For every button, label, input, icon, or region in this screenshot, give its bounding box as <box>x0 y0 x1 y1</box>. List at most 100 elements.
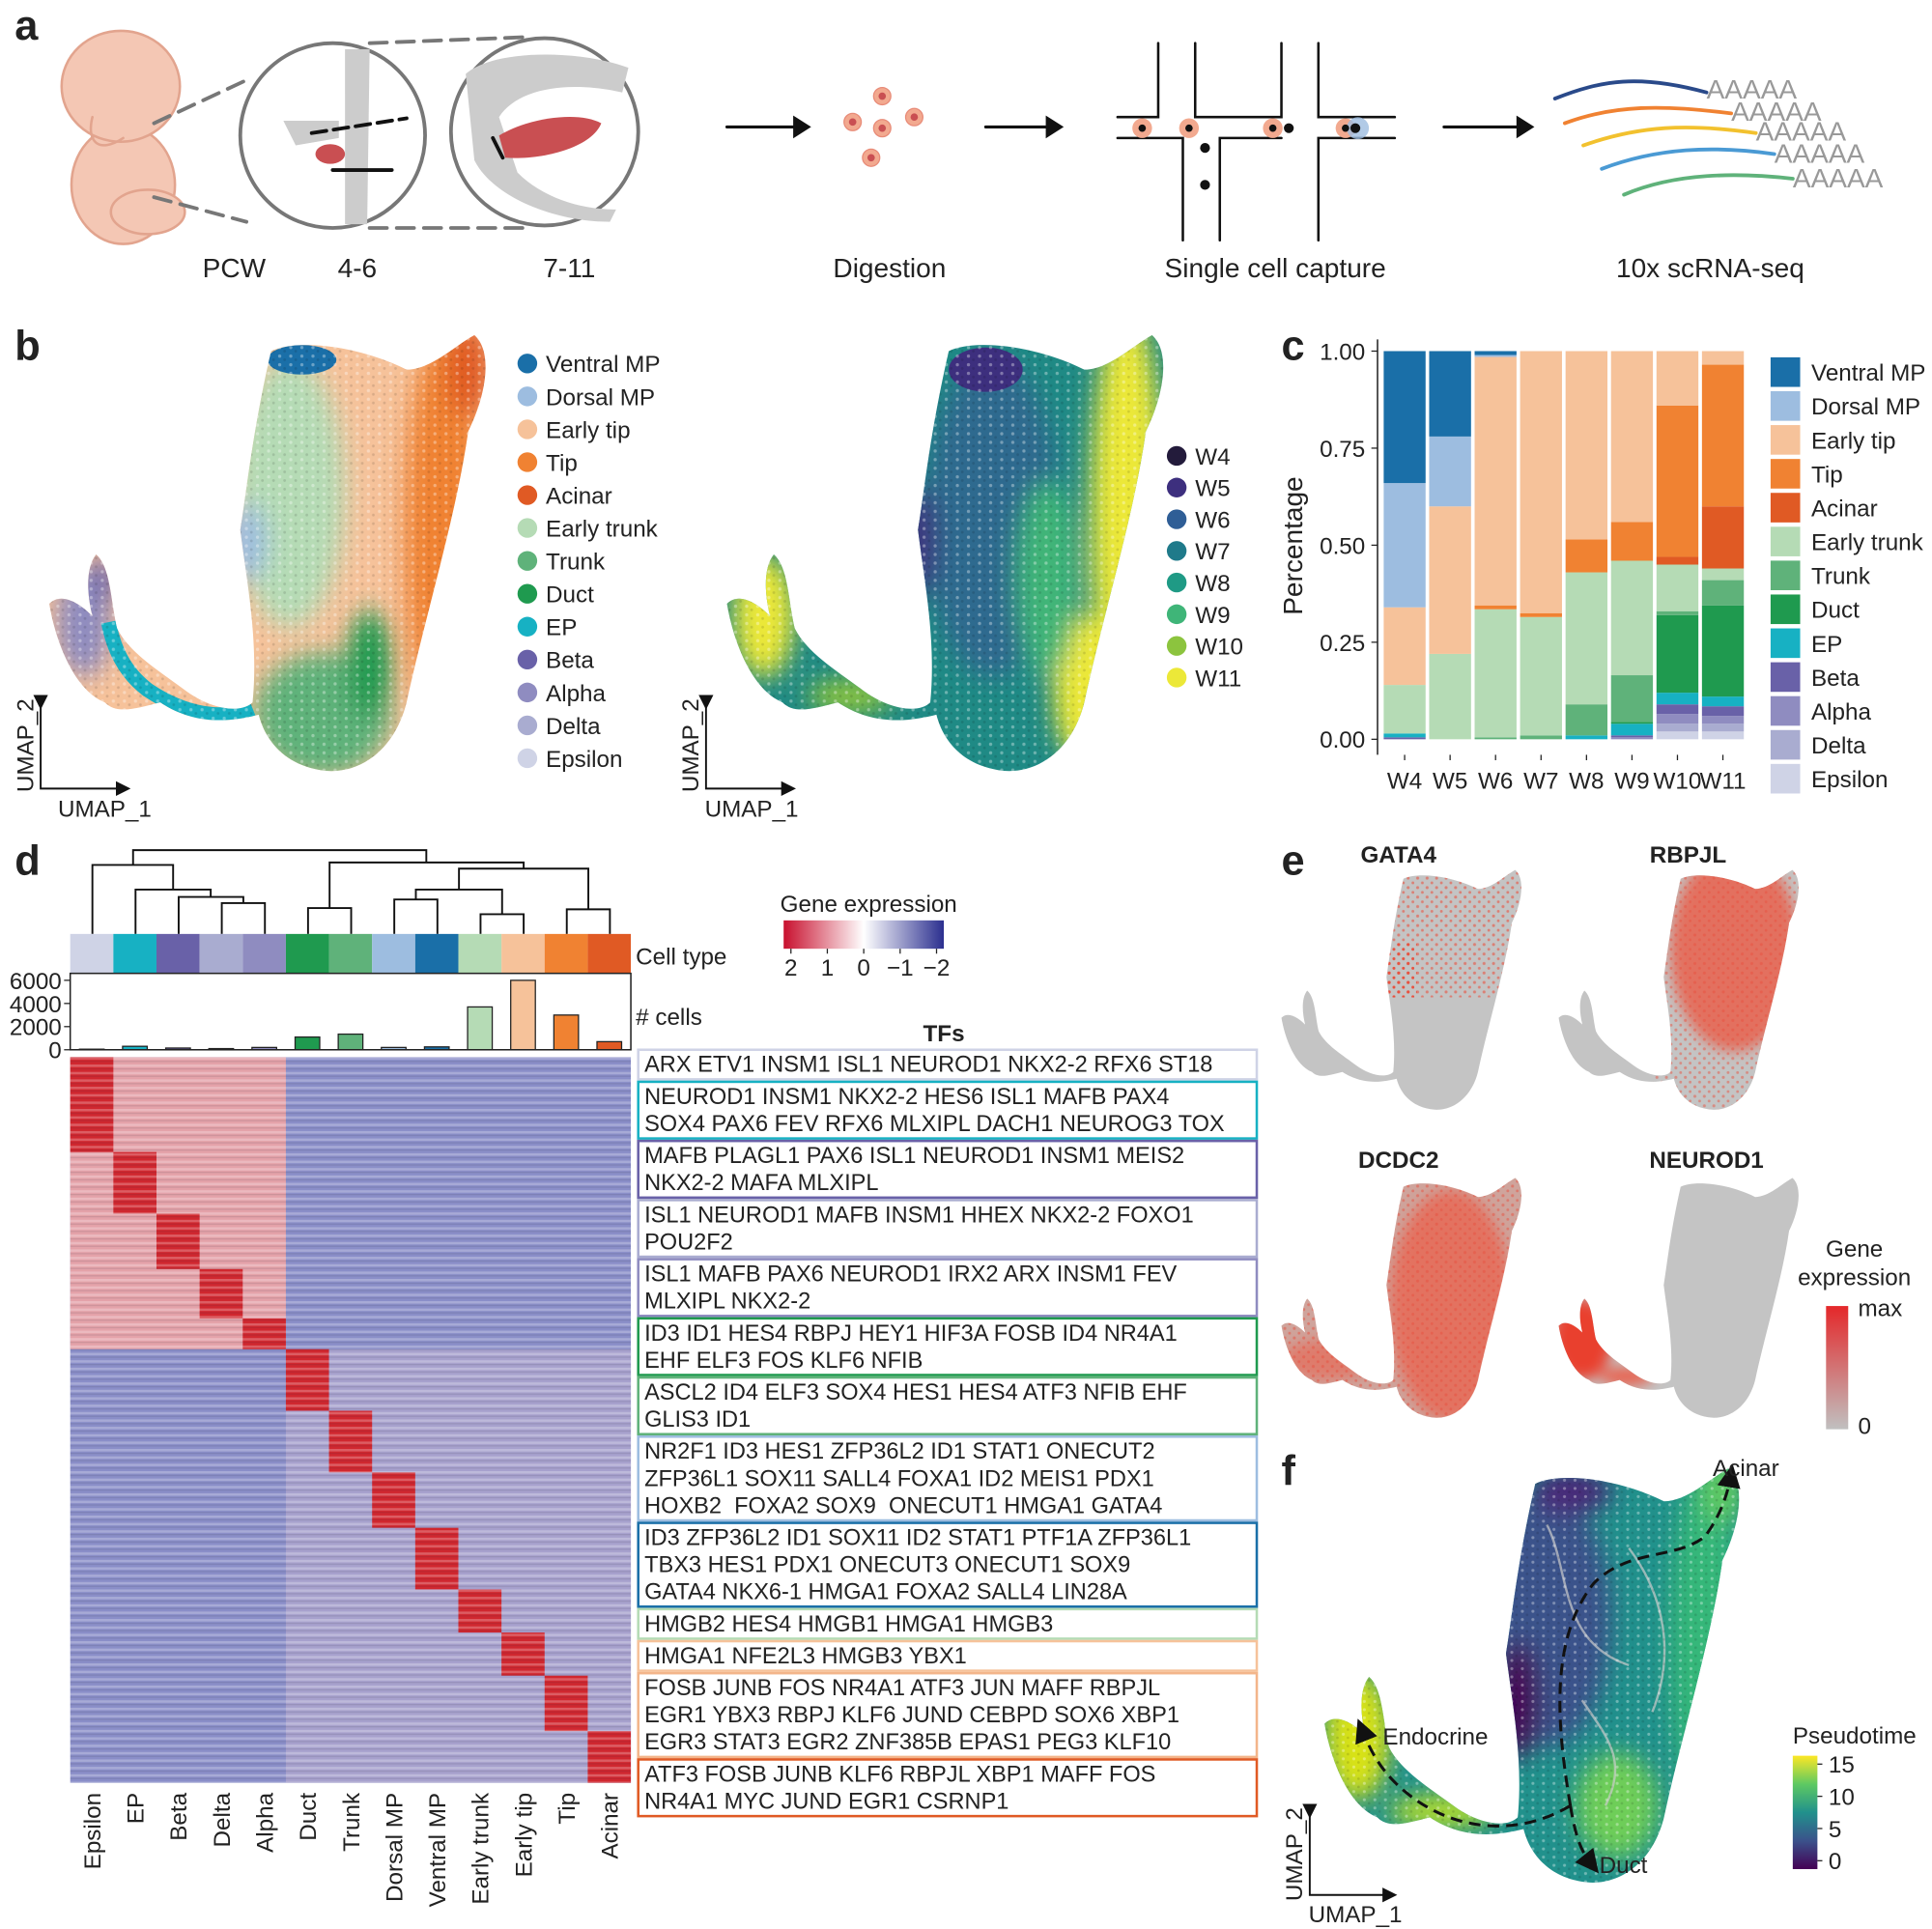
bar-segment <box>1383 737 1426 740</box>
legend-label: Early tip <box>546 417 631 443</box>
step-label: Digestion <box>833 253 946 283</box>
umap-axes <box>33 695 1398 1903</box>
legend-label: Dorsal MP <box>546 384 655 411</box>
colorbar-tick-label: 2 <box>784 955 797 981</box>
tf-line: NR2F1 ID3 HES1 ZFP36L2 ID1 STAT1 ONECUT2 <box>644 1438 1154 1463</box>
tf-box <box>637 1139 1259 1200</box>
legend-swatch <box>517 715 538 736</box>
colorbar-tick-label: 0 <box>1829 1849 1841 1875</box>
heatmap-texture <box>70 1057 632 1783</box>
bar-segment <box>1429 351 1471 437</box>
bar-segment <box>1701 580 1745 606</box>
bar-segment <box>1610 737 1654 740</box>
cell-type-strip <box>587 933 632 974</box>
bar-segment <box>1701 731 1745 740</box>
panel-label: b <box>14 323 40 369</box>
step-label: Single cell capture <box>1165 253 1386 283</box>
legend-swatch <box>517 485 538 505</box>
tf-line: MAFB PLAGL1 PAX6 ISL1 NEUROD1 INSM1 MEIS… <box>644 1143 1184 1168</box>
poly-a: AAAAA <box>1731 97 1822 127</box>
poly-a: AAAAA <box>1756 116 1847 146</box>
bar-segment <box>1565 704 1608 736</box>
column-label: Alpha <box>253 1792 279 1852</box>
colorbar-title: Gene expression <box>781 892 957 918</box>
legend-swatch <box>517 551 538 571</box>
legend-swatch <box>1770 695 1801 726</box>
bar-segment <box>1610 723 1654 736</box>
bar-segment <box>1656 704 1699 715</box>
gene-title: RBPJL <box>1650 842 1727 868</box>
column-label: EP <box>124 1793 150 1824</box>
column-label: Early tip <box>511 1793 537 1878</box>
legend-swatch <box>517 354 538 374</box>
legend-label: Acinar <box>1811 496 1878 522</box>
legend-swatch <box>517 682 538 703</box>
cell-type-strip <box>544 933 588 974</box>
tf-box <box>637 1521 1259 1608</box>
tf-line: GLIS3 ID1 <box>644 1406 751 1432</box>
legend-label: Beta <box>546 648 594 674</box>
colorbar-tick-label: 10 <box>1829 1785 1855 1811</box>
legend-label: EP <box>1811 632 1842 658</box>
legend-swatch <box>1166 604 1187 625</box>
y-tick-label: 2000 <box>10 1015 62 1041</box>
legend-swatch <box>517 616 538 637</box>
umap-gene <box>1558 1177 1799 1418</box>
legend-swatch <box>517 419 538 440</box>
tf-box <box>637 1199 1259 1259</box>
tf-line: ISL1 NEUROD1 MAFB INSM1 HHEX NKX2-2 FOXO… <box>644 1202 1194 1227</box>
column-label: Dorsal MP <box>382 1793 408 1902</box>
column-label: Tip <box>554 1793 581 1825</box>
legend-label: W5 <box>1195 476 1230 502</box>
legend-label: Delta <box>1811 733 1866 759</box>
legend-label: Acinar <box>546 483 612 509</box>
tf-box <box>637 1607 1259 1640</box>
tf-line: NEUROD1 INSM1 NKX2-2 HES6 ISL1 MAFB PAX4 <box>644 1084 1169 1109</box>
x-tick-label: W11 <box>1700 768 1747 794</box>
bar-segment <box>1656 564 1699 611</box>
bar-segment <box>1383 483 1426 608</box>
bar-segment <box>1701 351 1745 365</box>
column-label: Ventral MP <box>425 1793 451 1907</box>
trajectory-label: Duct <box>1600 1853 1648 1879</box>
dendrogram <box>91 849 611 934</box>
legend-label: Duct <box>546 582 594 609</box>
legend-label: Trunk <box>546 550 606 576</box>
axis-label: UMAP_2 <box>13 698 39 792</box>
tf-line: ARX ETV1 INSM1 ISL1 NEUROD1 NKX2-2 RFX6 … <box>644 1052 1212 1077</box>
tf-box <box>637 1671 1259 1759</box>
column-label: Delta <box>210 1792 236 1847</box>
column-label: Beta <box>166 1792 192 1840</box>
x-tick-label: W6 <box>1478 768 1513 794</box>
tf-line: HOXB2 FOXA2 SOX9 ONECUT1 HMGA1 GATA4 <box>644 1492 1162 1518</box>
colorbar-title: Pseudotime <box>1793 1723 1917 1749</box>
umap-week <box>726 334 1164 772</box>
tf-line: FOSB JUNB FOS NR4A1 ATF3 JUN MAFF RBPJL <box>644 1675 1160 1700</box>
y-tick-label: 0.00 <box>1320 727 1365 753</box>
umap-gene <box>1281 1177 1521 1418</box>
y-tick-label: 0.75 <box>1320 437 1365 463</box>
legend-label: Early trunk <box>1811 530 1924 556</box>
tf-line: ISL1 MAFB PAX6 NEUROD1 IRX2 ARX INSM1 FE… <box>644 1262 1177 1287</box>
bar-segment <box>1520 735 1562 740</box>
cell-type-strip <box>501 933 545 974</box>
poly-a: AAAAA <box>1775 138 1865 168</box>
bar-segment <box>1701 605 1745 697</box>
column-label: Duct <box>296 1793 322 1841</box>
legend-swatch <box>517 583 538 604</box>
gene-title: DCDC2 <box>1358 1148 1438 1174</box>
charts: Ventral MP Dorsal MP Early tip Tip Acinar Ear… <box>10 339 1926 1907</box>
bar-segment <box>1565 351 1608 540</box>
cell-type-strip <box>285 933 329 974</box>
tf-line: ZFP36L1 SOX11 SALL4 FOXA1 ID2 MEIS1 PDX1 <box>644 1465 1154 1490</box>
legend-label: EP <box>546 615 577 641</box>
legend-label: Trunk <box>1811 564 1871 590</box>
cell-type-strip <box>156 933 200 974</box>
legend-label: W11 <box>1195 666 1241 692</box>
bar-segment <box>1656 714 1699 724</box>
bar-segment <box>1474 605 1517 610</box>
legend-label: W9 <box>1195 603 1230 629</box>
bar-segment <box>1701 696 1745 707</box>
umap-cell-type <box>49 334 486 772</box>
